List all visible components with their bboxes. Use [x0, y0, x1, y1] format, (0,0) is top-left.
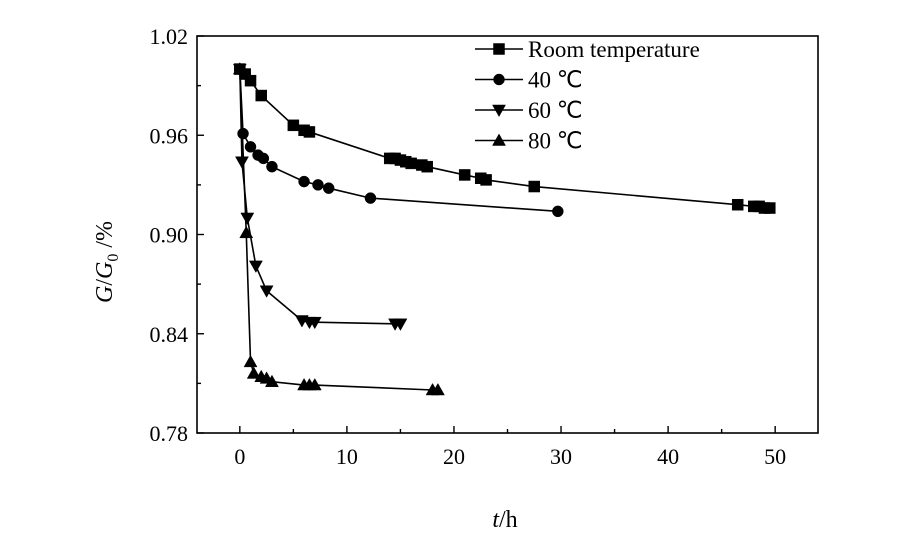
data-point — [244, 141, 257, 153]
data-point — [322, 182, 335, 194]
data-point — [480, 174, 492, 186]
data-point — [265, 374, 279, 387]
y-tick-label: 0.84 — [150, 322, 189, 347]
legend-marker — [492, 133, 506, 146]
data-point — [232, 62, 247, 75]
y-axis-title: G/G0 /% — [92, 221, 122, 303]
y-axis-title-g: G — [92, 286, 118, 303]
legend-marker — [492, 104, 506, 118]
x-tick-label: 10 — [336, 444, 358, 469]
series-line — [239, 69, 438, 391]
y-tick-label: 0.90 — [150, 223, 189, 248]
x-tick-label: 40 — [657, 444, 679, 469]
data-point — [257, 152, 270, 165]
legend-entry: 40 ℃ — [475, 68, 583, 93]
series-3 — [232, 62, 445, 396]
data-point — [405, 157, 417, 170]
data-point — [430, 382, 445, 396]
y-tick-label: 1.02 — [150, 24, 189, 49]
data-point — [307, 378, 322, 391]
y-axis-title-slash: / — [92, 279, 118, 286]
legend-label: 40 ℃ — [528, 68, 583, 93]
series-2 — [232, 63, 408, 331]
data-point — [266, 160, 278, 173]
y-axis-ticks: 0.78 0.84 0.90 0.96 1.02 — [150, 24, 204, 446]
legend-entry: 80 ℃ — [475, 129, 583, 154]
x-tick-label: 20 — [443, 444, 465, 469]
legend-label: 80 ℃ — [528, 129, 583, 154]
series-layer — [232, 62, 776, 396]
plot-border — [196, 35, 819, 434]
data-point — [312, 179, 324, 191]
legend-label: 60 ℃ — [528, 98, 583, 123]
y-axis-title-subscript: 0 — [105, 254, 122, 262]
x-tick-label: 30 — [550, 444, 572, 469]
data-point — [552, 205, 564, 218]
data-point — [255, 89, 267, 102]
x-axis-title: t/h — [492, 507, 517, 533]
legend-marker — [493, 43, 505, 55]
legend-entry: Room temperature — [475, 37, 700, 62]
data-point — [287, 119, 300, 132]
data-point — [764, 202, 776, 214]
series-0 — [234, 63, 776, 214]
data-point — [235, 156, 249, 169]
series-1 — [234, 63, 564, 218]
x-axis-title-variable: t — [492, 507, 500, 533]
data-point — [248, 260, 263, 273]
data-point — [303, 126, 316, 138]
x-tick-label: 0 — [234, 444, 245, 469]
data-point — [259, 285, 274, 298]
x-tick-label: 50 — [764, 444, 786, 469]
data-point — [393, 318, 408, 331]
plot-frame — [196, 35, 819, 434]
data-point — [244, 74, 257, 87]
data-point — [240, 212, 255, 225]
legend-entry: 60 ℃ — [475, 98, 583, 123]
data-point — [239, 225, 254, 239]
data-point — [364, 192, 377, 204]
y-axis-title-g0: G — [92, 262, 118, 279]
y-tick-label: 0.78 — [150, 421, 189, 446]
data-point — [421, 160, 433, 173]
x-axis-title-unit: /h — [499, 507, 518, 533]
data-point — [243, 354, 258, 368]
data-point — [528, 180, 541, 193]
legend: Room temperature 40 ℃ 60 ℃ 80 ℃ — [475, 37, 700, 154]
legend-label: Room temperature — [528, 37, 700, 62]
data-point — [298, 175, 310, 188]
data-point — [458, 169, 471, 181]
y-axis-title-percent: /% — [92, 221, 118, 254]
data-point — [246, 366, 261, 379]
data-point — [307, 316, 322, 330]
y-tick-label: 0.96 — [150, 123, 189, 148]
legend-marker — [493, 73, 505, 86]
data-point — [731, 198, 744, 211]
x-axis-ticks: 0 10 20 30 40 50 — [234, 426, 786, 469]
